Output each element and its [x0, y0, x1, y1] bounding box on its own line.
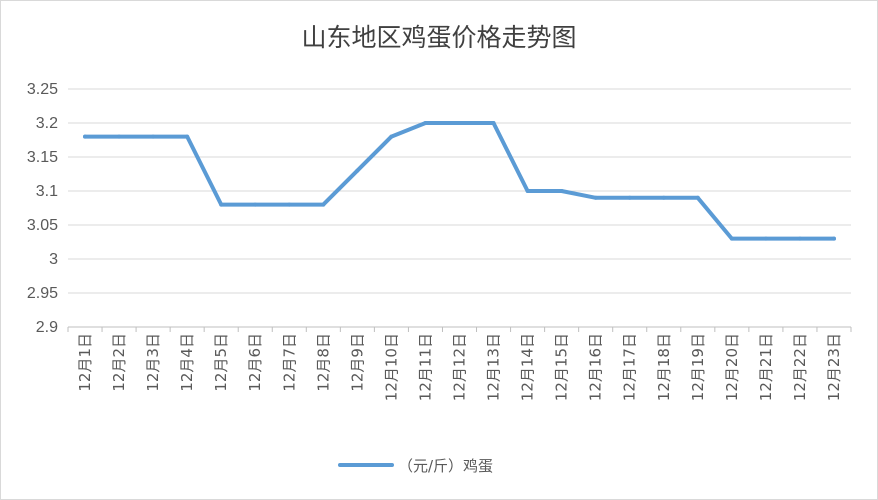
legend: （元/斤）鸡蛋	[338, 457, 493, 475]
x-axis-ticks: 12月1日 12月2日 12月3日 12月4日 12月5日 12月6日 12月7日 12月8日…	[67, 327, 852, 401]
y-tick-label: 3.1	[36, 183, 58, 200]
x-tick-label: 12月3日	[144, 333, 162, 392]
x-tick-label: 12月12日	[451, 333, 469, 401]
y-tick-label: 2.9	[36, 319, 58, 336]
x-tick-label: 12月2日	[110, 333, 128, 392]
legend-label: （元/斤）鸡蛋	[398, 457, 493, 475]
data-point	[695, 195, 700, 200]
x-tick-label: 12月17日	[621, 333, 639, 401]
x-tick-label: 12月11日	[416, 333, 434, 401]
x-tick-label: 12月14日	[519, 333, 537, 401]
data-point	[287, 202, 292, 207]
y-tick-label: 3.05	[27, 217, 58, 234]
x-tick-label: 12月1日	[76, 333, 94, 392]
x-tick-label: 12月15日	[553, 333, 571, 401]
data-point	[491, 121, 496, 125]
x-tick-label: 12月13日	[485, 333, 503, 401]
chart-title: 山东地区鸡蛋价格走势图	[301, 23, 576, 52]
data-point	[151, 134, 156, 139]
x-tick-label: 12月9日	[348, 333, 366, 392]
data-point	[83, 134, 88, 139]
data-point	[117, 134, 122, 139]
data-point	[389, 134, 394, 139]
y-tick-label: 3.15	[27, 149, 58, 166]
x-tick-label: 12月23日	[825, 333, 843, 401]
gridlines	[68, 88, 851, 328]
x-tick-label: 12月5日	[212, 333, 230, 392]
x-tick-label: 12月10日	[382, 333, 400, 401]
data-point	[831, 236, 836, 241]
y-axis-ticks: 3.25 3.2 3.15 3.1 3.05 3 2.95 2.9	[27, 81, 58, 336]
data-point	[763, 236, 768, 241]
data-point	[797, 236, 802, 241]
x-tick-label: 12月18日	[655, 333, 673, 401]
data-point	[729, 236, 734, 241]
data-point	[627, 195, 632, 200]
y-tick-label: 3	[49, 251, 58, 268]
data-point	[355, 168, 360, 173]
data-point	[525, 189, 530, 193]
y-tick-label: 2.95	[27, 285, 58, 302]
data-point	[321, 202, 326, 207]
data-point	[559, 189, 564, 193]
x-tick-label: 12月22日	[791, 333, 809, 401]
x-tick-label: 12月16日	[587, 333, 605, 401]
x-tick-label: 12月8日	[314, 333, 332, 392]
x-tick-label: 12月21日	[757, 333, 775, 401]
data-point	[593, 195, 598, 200]
data-point	[253, 202, 258, 207]
data-point	[423, 121, 428, 125]
data-point	[219, 202, 224, 207]
x-tick-label: 12月20日	[723, 333, 741, 401]
x-tick-label: 12月4日	[178, 333, 196, 392]
data-point	[457, 121, 462, 125]
data-point	[661, 195, 666, 200]
y-tick-label: 3.25	[27, 81, 58, 98]
series-line	[83, 121, 836, 241]
series-layer	[83, 121, 836, 241]
data-point	[185, 134, 190, 139]
x-tick-label: 12月6日	[246, 333, 264, 392]
x-tick-label: 12月7日	[280, 333, 298, 392]
x-tick-label: 12月19日	[689, 333, 707, 401]
y-tick-label: 3.2	[36, 115, 58, 132]
